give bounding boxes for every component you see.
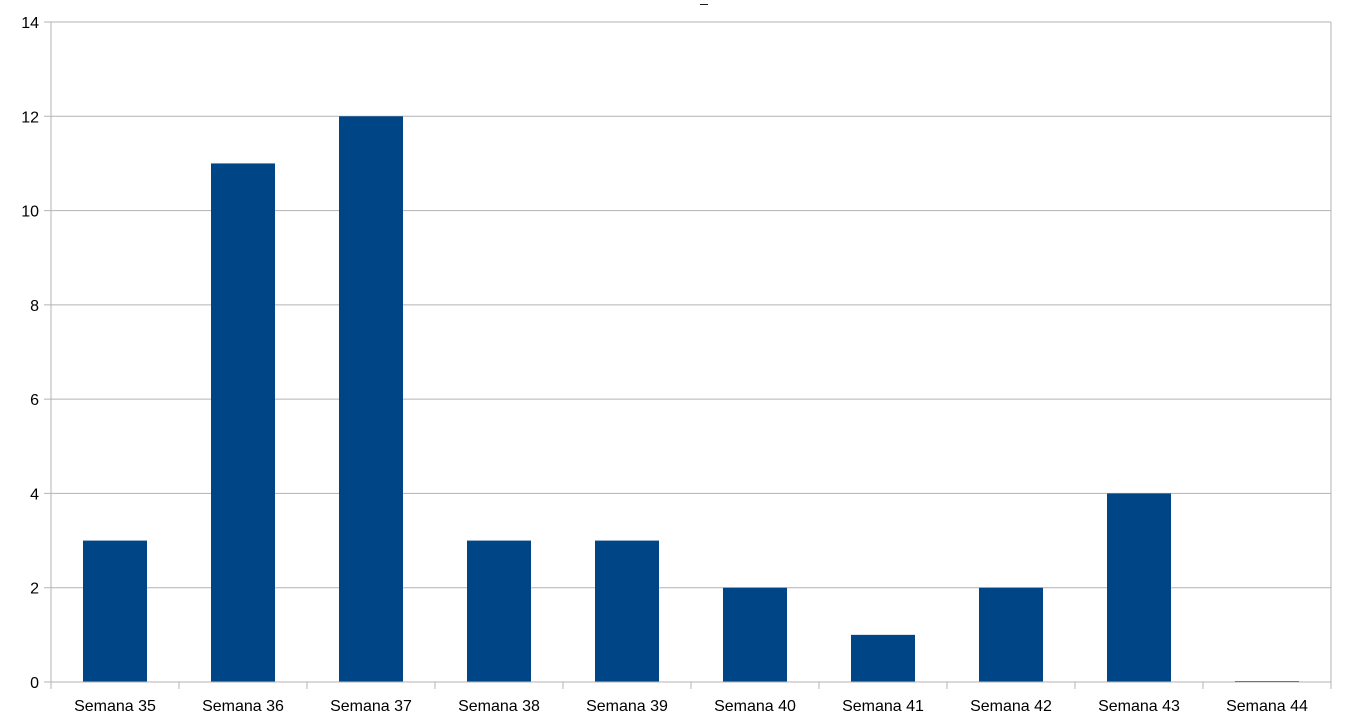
y-tick-label: 4: [30, 486, 39, 503]
y-tick-label: 2: [30, 581, 39, 598]
y-tick-label: 10: [21, 204, 39, 221]
bar: [1107, 493, 1171, 682]
bar: [83, 540, 147, 682]
x-tick-label: Semana 35: [74, 698, 156, 715]
bar: [595, 540, 659, 682]
x-tick-label: Semana 38: [458, 698, 540, 715]
bar: [979, 587, 1043, 682]
x-tick-label: Semana 37: [330, 698, 412, 715]
y-tick-label: 14: [21, 15, 39, 32]
x-tick-label: Semana 39: [586, 698, 668, 715]
bar: [211, 163, 275, 682]
y-axis: 0 2 4 6 8 10 12 14: [21, 15, 39, 692]
x-axis: Semana 35 Semana 36 Semana 37 Semana 38 Sema…: [44, 681, 1332, 715]
x-tick-label: Semana 40: [714, 698, 796, 715]
x-tick-label: Semana 36: [202, 698, 284, 715]
y-tick-label: 6: [30, 392, 39, 409]
x-tick-label: Semana 43: [1098, 698, 1180, 715]
bars: [83, 116, 1299, 683]
chart-title: _: [699, 0, 708, 5]
bar: [723, 587, 787, 682]
bar: [339, 116, 403, 683]
x-tick-label: Semana 42: [970, 698, 1052, 715]
x-tick-label: Semana 44: [1226, 698, 1308, 715]
y-tick-label: 8: [30, 298, 39, 315]
x-tick-label: Semana 41: [842, 698, 924, 715]
y-tick-label: 12: [21, 109, 39, 126]
y-tick-label: 0: [30, 675, 39, 692]
bar: [467, 540, 531, 682]
bar: [851, 634, 915, 682]
x-axis-title: _: [699, 724, 708, 728]
